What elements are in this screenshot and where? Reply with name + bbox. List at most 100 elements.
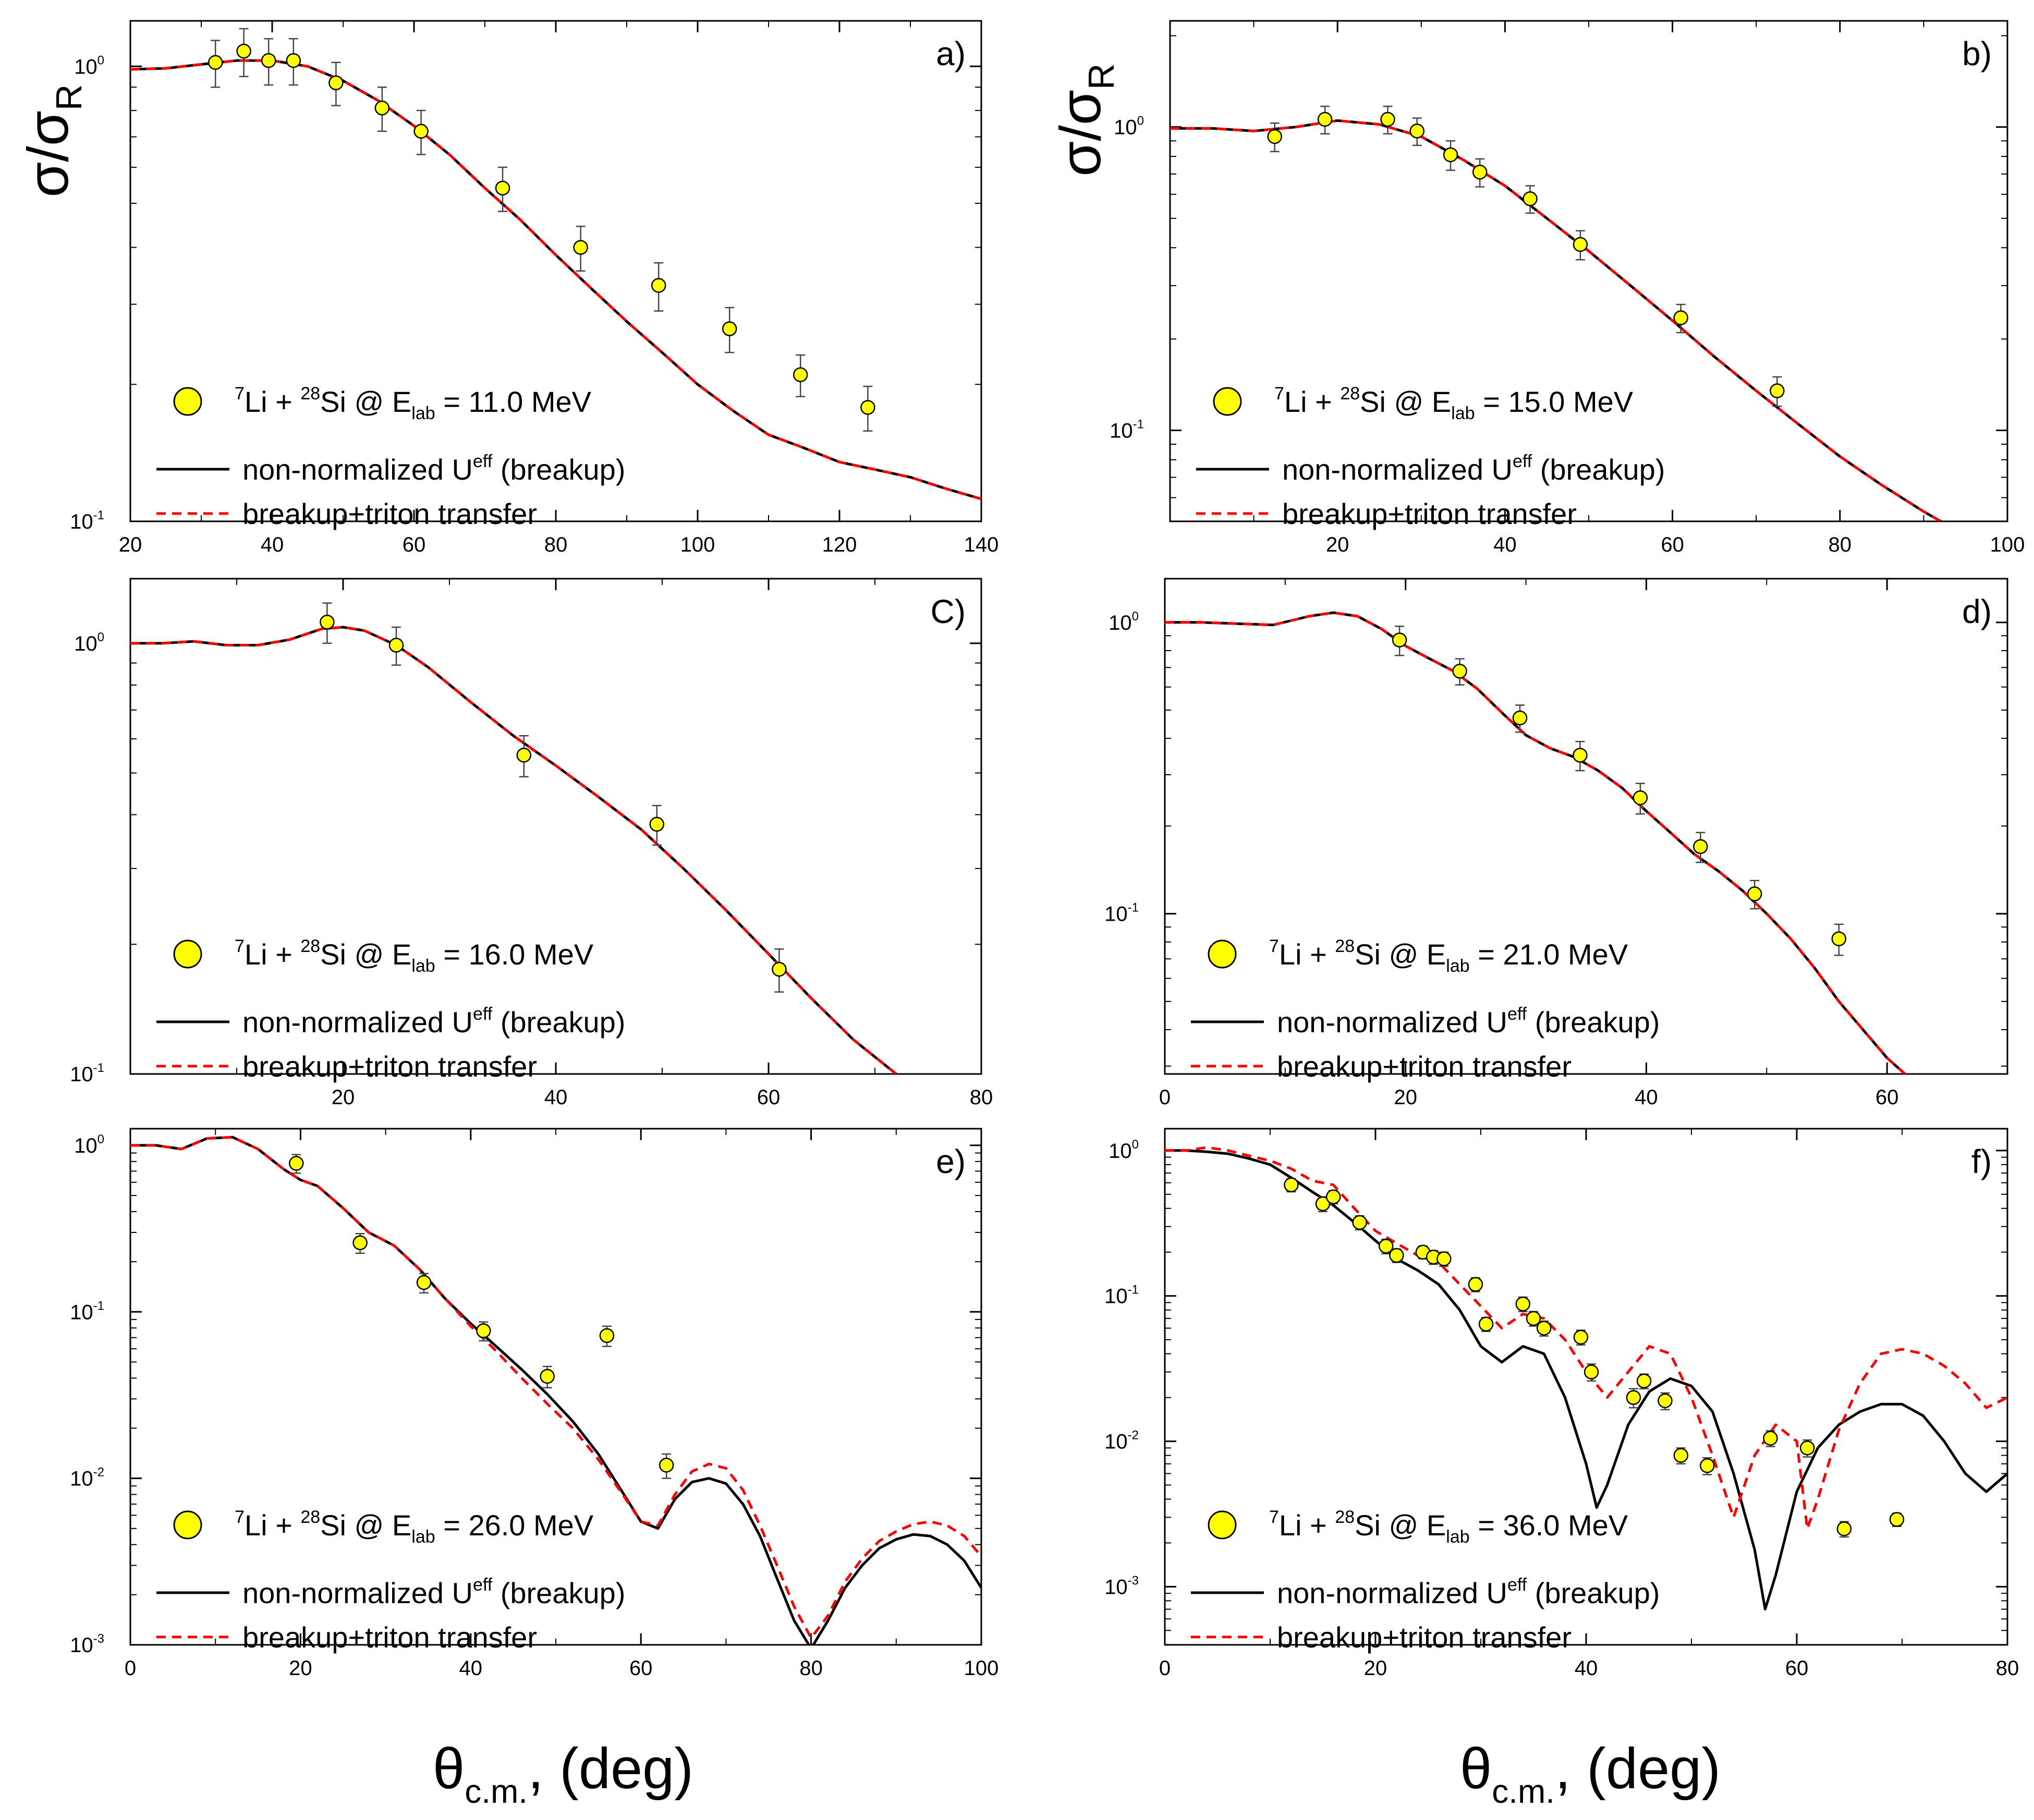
x-tick-label: 60 [1785,1657,1809,1680]
svg-text:θc.m., (deg): θc.m., (deg) [433,1737,693,1810]
data-point [1658,1393,1673,1409]
data-point [1836,1521,1852,1536]
data-point [1626,1390,1641,1405]
x-axis-title-left: θc.m., (deg) [433,1737,693,1810]
data-point [1636,1373,1652,1389]
series-line-dashed [1170,119,1944,521]
y-tick-label: 100 [1109,609,1139,634]
series-line-dashed [130,626,899,1074]
svg-text:θc.m., (deg): θc.m., (deg) [1460,1737,1721,1810]
xlabel-sub: c.m. [465,1773,528,1810]
x-tick-label: 100 [964,1657,999,1680]
data-point [1325,1189,1341,1204]
chart-panel-5: 0 20 40 60 80 100 10-3 10-2 10-1 100 e) 7Li + 28Si … [70,1128,999,1680]
legend-dashed-label: breakup+triton transfer [242,1050,537,1083]
data-point [1673,1448,1689,1463]
data-point [1536,1321,1552,1336]
legend-marker [173,1510,202,1540]
x-tick-label: 40 [1493,533,1517,556]
y-tick-label: 100 [74,1132,104,1157]
legend-dashed-label: breakup+triton transfer [1277,1621,1572,1654]
x-tick-label: 0 [1159,1657,1171,1680]
data-point [1799,1440,1815,1456]
ylabel-main: σ/σ [16,111,80,197]
chart-panel-3: 20 40 60 80 10-1 100 C) 7Li + 28Si @ Elab = 16.… [70,578,993,1109]
y-tick-label: 100 [1114,114,1144,139]
data-point [1409,124,1425,139]
legend-dashed-label: breakup+triton transfer [242,1621,537,1654]
x-tick-label: 120 [822,533,857,556]
data-point [328,75,344,91]
data-point [1523,191,1538,206]
curves [130,1135,981,1645]
y-axis-title-left: σ/σR [16,84,89,198]
data-point [1633,790,1648,805]
series-line-dashed [1165,1146,2007,1530]
legend: 7Li + 28Si @ Elab = 15.0 MeV non-normaliz… [1196,384,1665,530]
chart-panel-1: 20 40 60 80 100 120 140 10-1 100 a) 7Li + 28Si @ E… [70,20,999,556]
legend-data-label: 7Li + 28Si @ Elab = 26.0 MeV [235,1507,594,1547]
y-tick-label: 10-1 [70,1061,104,1086]
x-tick-label: 140 [964,533,999,556]
panel-label: a) [936,35,966,72]
x-tick-label: 80 [1996,1657,2019,1680]
data-point [261,53,276,68]
data-point [860,400,875,415]
legend-dashed-label: breakup+triton transfer [1282,497,1577,530]
series-line-dashed [130,1135,981,1640]
data-point [388,638,404,653]
curves [1170,119,1944,521]
series-line-solid [130,1135,981,1645]
data-point [476,1323,491,1338]
data-point [1284,1177,1299,1193]
data-point [1573,748,1588,763]
legend-data-label: 7Li + 28Si @ Elab = 11.0 MeV [235,384,592,423]
data-point [1436,1251,1452,1266]
data-point [793,367,808,383]
x-tick-label: 40 [1575,1657,1598,1680]
data-point [1317,112,1333,127]
data-point [1352,1215,1367,1230]
panel-label: d) [1962,593,1992,630]
xlabel-tail: , (deg) [528,1737,693,1801]
data-point [1526,1311,1541,1326]
data-point [1889,1512,1905,1527]
data-point [1515,1296,1531,1312]
y-tick-label: 10-1 [70,508,104,533]
y-tick-label: 100 [1109,1138,1139,1163]
x-tick-label: 80 [970,1086,993,1109]
y-tick-label: 10-1 [1110,417,1144,442]
data-point [495,180,510,196]
x-tick-label: 100 [1990,533,2025,556]
data-point [649,816,665,832]
x-tick-label: 20 [1326,533,1349,556]
data-point [320,615,335,630]
legend-data-label: 7Li + 28Si @ Elab = 16.0 MeV [235,936,594,976]
x-tick-label: 20 [119,533,142,556]
data-point [413,124,429,139]
chart-panel-6: 0 20 40 60 80 10-3 10-2 10-1 100 f) 7Li + 28Si @ E… [1104,1128,2019,1680]
data-point [1468,1277,1483,1292]
ylabel-sub: R [48,84,89,111]
data-point [1392,632,1407,648]
legend-solid-label: non-normalized Ueff (breakup) [242,1575,625,1609]
data-point [573,240,588,255]
legend-data-label: 7Li + 28Si @ Elab = 21.0 MeV [1269,936,1628,976]
y-tick-label: 10-1 [70,1299,104,1324]
x-tick-label: 0 [1159,1086,1171,1109]
x-tick-label: 60 [1875,1086,1899,1109]
data-point [516,748,532,763]
xlabel-sub: c.m. [1492,1773,1555,1810]
x-tick-label: 40 [1635,1086,1658,1109]
legend-marker [1208,1510,1237,1540]
data-point [651,278,666,293]
data-point [1763,1431,1778,1446]
data-point [722,321,737,336]
x-tick-label: 60 [757,1086,781,1109]
data-point [1267,129,1282,144]
x-tick-label: 40 [544,1086,568,1109]
data-point [352,1235,368,1251]
legend-data-label: 7Li + 28Si @ Elab = 15.0 MeV [1274,384,1634,423]
svg-text:σ/σR: σ/σR [1049,64,1122,177]
